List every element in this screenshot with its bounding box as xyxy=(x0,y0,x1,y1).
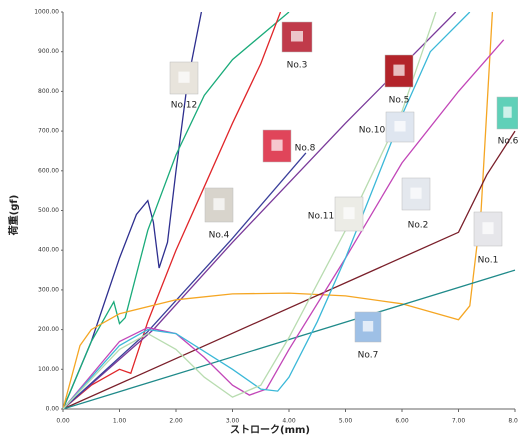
x-tick-label: 5.00 xyxy=(339,418,353,425)
y-tick-label: 600.00 xyxy=(38,167,59,174)
annotation: No.12 xyxy=(171,101,197,111)
annotation: No.1 xyxy=(478,256,499,266)
x-tick-label: 8.00 xyxy=(508,418,518,425)
photo-detail xyxy=(343,207,354,219)
series-line xyxy=(63,12,436,409)
photo-detail xyxy=(363,321,373,332)
annotation: No.4 xyxy=(209,231,230,241)
photo-detail xyxy=(410,188,421,199)
annotation: No.11 xyxy=(308,212,334,222)
photo-detail xyxy=(178,72,189,83)
x-tick-label: 6.00 xyxy=(395,418,409,425)
y-tick-label: 800.00 xyxy=(38,88,59,95)
annotation: No.7 xyxy=(358,351,379,361)
annotation: No.10 xyxy=(359,126,386,136)
annotation: No.3 xyxy=(287,61,308,71)
photo-detail xyxy=(291,31,303,42)
x-tick-label: 0.00 xyxy=(56,418,70,425)
x-tick-label: 2.00 xyxy=(169,418,183,425)
y-tick-label: 900.00 xyxy=(38,48,59,55)
y-axis-title: 荷重(gf) xyxy=(7,195,20,237)
series-line xyxy=(63,40,504,409)
y-tick-label: 400.00 xyxy=(38,247,59,254)
annotation: No.2 xyxy=(408,221,429,231)
y-tick-label: 100.00 xyxy=(38,366,59,373)
y-tick-label: 0.00 xyxy=(46,406,60,413)
photo-detail xyxy=(394,121,405,132)
x-axis-title: ストローク(mm) xyxy=(230,424,310,436)
x-tick-label: 7.00 xyxy=(452,418,466,425)
annotation: No.5 xyxy=(389,96,410,106)
y-tick-label: 500.00 xyxy=(38,207,59,214)
y-tick-label: 200.00 xyxy=(38,326,59,333)
annotation: No.8 xyxy=(295,144,316,154)
photo-detail xyxy=(393,65,404,76)
photo-detail xyxy=(503,107,511,118)
photo-detail xyxy=(271,140,282,151)
photo-detail xyxy=(482,222,493,234)
x-tick-label: 4.00 xyxy=(282,418,296,425)
y-tick-label: 1000.00 xyxy=(34,9,59,16)
annotation: No.6 xyxy=(498,137,518,147)
x-tick-label: 3.00 xyxy=(226,418,240,425)
photo-detail xyxy=(213,198,224,210)
chart: ストローク(mm) 荷重(gf) 0.00 100.00 200.00 300.00 4… xyxy=(0,0,518,436)
x-tick-label: 1.00 xyxy=(113,418,127,425)
y-tick-label: 300.00 xyxy=(38,286,59,293)
y-tick-label: 700.00 xyxy=(38,128,59,135)
